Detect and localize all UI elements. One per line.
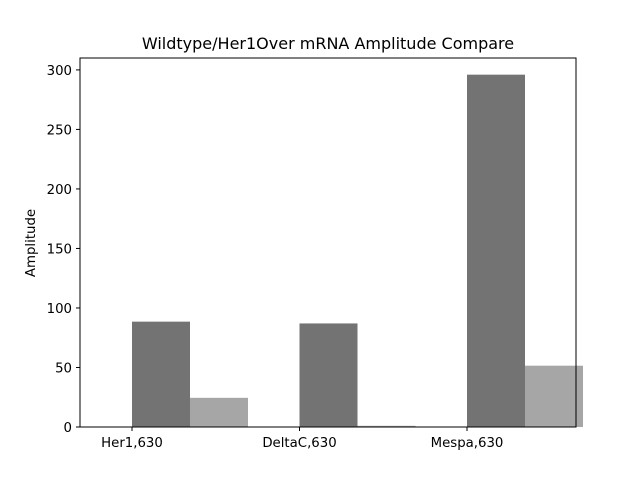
bar-2-1 — [190, 397, 248, 427]
x-tick-label-0: Her1,630 — [101, 436, 163, 451]
y-tick-label-3: 150 — [47, 242, 72, 257]
chart-title: Wildtype/Her1Over mRNA Amplitude Compare — [142, 34, 514, 53]
y-tick-label-4: 200 — [47, 183, 72, 198]
plot-frame — [79, 57, 577, 428]
bar-2-3 — [525, 365, 583, 427]
y-tick-label-2: 100 — [47, 302, 72, 317]
y-tick-label-5: 250 — [47, 123, 72, 138]
y-axis-label: Amplitude — [24, 209, 39, 277]
y-tick-label-0: 0 — [64, 421, 72, 436]
y-tick-label-6: 300 — [47, 64, 72, 79]
bar-2-2 — [357, 425, 416, 427]
bars-group — [132, 74, 583, 427]
x-tick-label-2: Mespa,630 — [431, 436, 504, 451]
bar-1-1 — [132, 321, 190, 427]
x-axis: Her1,630 DeltaC,630 Mespa,630 — [101, 427, 503, 451]
y-tick-label-1: 50 — [55, 361, 72, 376]
bar-1-2 — [299, 323, 358, 427]
y-axis: 0 50 100 150 200 250 300 — [47, 64, 80, 436]
x-tick-label-1: DeltaC,630 — [262, 436, 336, 451]
bar-1-3 — [467, 74, 525, 427]
